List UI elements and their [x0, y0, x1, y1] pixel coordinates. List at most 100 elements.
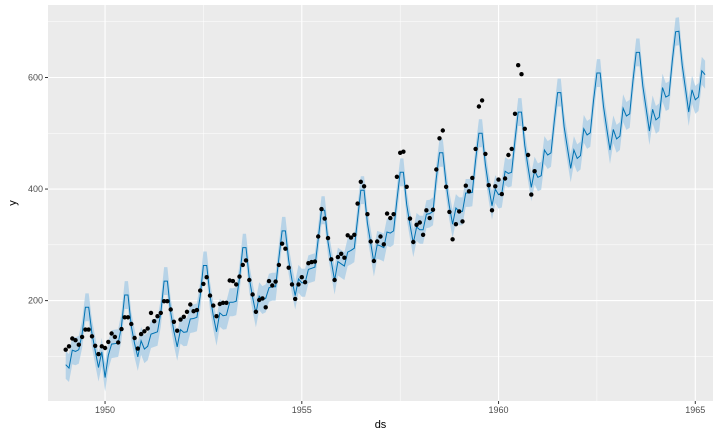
minor-gridlines — [48, 5, 713, 401]
data-point — [447, 209, 452, 215]
data-point — [316, 234, 321, 239]
data-point — [250, 292, 255, 297]
data-point — [296, 282, 301, 287]
data-point — [411, 239, 416, 245]
data-point — [289, 282, 295, 287]
data-point — [279, 241, 285, 246]
data-point — [463, 183, 468, 188]
data-point — [188, 302, 193, 307]
y-tick-label: 200 — [28, 296, 43, 306]
data-point — [352, 232, 357, 237]
data-point — [102, 345, 108, 351]
data-point — [168, 307, 173, 312]
data-point — [489, 208, 495, 213]
data-point — [122, 315, 127, 320]
data-point — [388, 215, 393, 221]
data-point — [86, 327, 91, 332]
data-point — [178, 317, 183, 322]
data-point — [142, 329, 147, 334]
data-point — [460, 219, 465, 224]
data-point — [332, 277, 337, 283]
data-point — [171, 319, 177, 324]
x-tick-label: 1965 — [685, 405, 705, 415]
data-point — [63, 347, 68, 352]
data-point — [96, 351, 101, 357]
data-point — [119, 326, 124, 332]
data-point — [457, 209, 462, 214]
data-point — [479, 98, 485, 103]
data-point — [230, 278, 236, 284]
data-point — [440, 128, 445, 133]
data-point — [519, 72, 524, 77]
data-point — [322, 216, 327, 221]
data-point — [335, 254, 341, 260]
x-axis-title: ds — [375, 419, 387, 431]
data-point — [125, 315, 131, 320]
data-point — [381, 242, 386, 247]
x-tick-label: 1960 — [489, 405, 509, 415]
data-point — [339, 251, 344, 256]
data-point — [424, 208, 429, 213]
data-point — [165, 299, 170, 304]
data-point — [312, 259, 318, 264]
data-point — [509, 146, 514, 152]
x-tick-label: 1955 — [292, 405, 312, 415]
data-point — [237, 274, 242, 279]
data-point — [391, 212, 396, 217]
data-point — [207, 293, 213, 298]
data-point — [89, 334, 95, 339]
data-point — [368, 239, 373, 244]
data-point — [145, 326, 150, 331]
data-point — [138, 331, 144, 337]
data-point — [283, 246, 288, 251]
data-point — [525, 152, 531, 158]
data-point — [453, 222, 459, 227]
data-point — [512, 111, 518, 117]
data-point — [532, 169, 537, 174]
y-axis-title: y — [7, 200, 19, 206]
x-tick-label: 1950 — [95, 405, 115, 415]
data-point — [430, 207, 436, 212]
data-point — [135, 346, 140, 351]
data-point — [450, 237, 455, 242]
major-gridlines — [48, 5, 713, 401]
data-point — [194, 307, 200, 313]
data-point — [152, 319, 157, 324]
data-point — [345, 233, 350, 238]
data-point — [499, 191, 504, 197]
data-point — [407, 216, 413, 221]
data-point — [234, 282, 239, 287]
data-point — [240, 262, 245, 268]
y-axis-ticks: 200 400 600 — [28, 73, 48, 306]
data-point — [466, 189, 472, 194]
data-point — [358, 179, 363, 184]
data-point — [325, 235, 331, 241]
data-point — [329, 257, 334, 262]
data-point — [263, 305, 268, 310]
data-point — [66, 344, 72, 349]
data-point — [434, 167, 439, 172]
data-point — [270, 283, 275, 288]
data-point — [437, 136, 442, 141]
data-point — [214, 314, 219, 319]
data-point — [302, 280, 308, 285]
data-point — [420, 232, 426, 237]
data-point — [93, 343, 98, 348]
data-point — [375, 239, 380, 244]
data-point — [378, 234, 383, 239]
data-point — [247, 277, 252, 283]
data-point — [309, 259, 314, 265]
data-point — [384, 211, 390, 216]
data-point — [181, 314, 186, 319]
data-point — [211, 303, 216, 308]
data-point — [473, 146, 478, 152]
data-point — [493, 184, 498, 189]
data-point — [404, 184, 409, 189]
data-point — [273, 279, 278, 284]
data-point — [483, 151, 488, 157]
data-point — [260, 296, 265, 301]
data-point — [73, 338, 78, 343]
data-point — [76, 342, 82, 347]
data-point — [293, 296, 298, 302]
